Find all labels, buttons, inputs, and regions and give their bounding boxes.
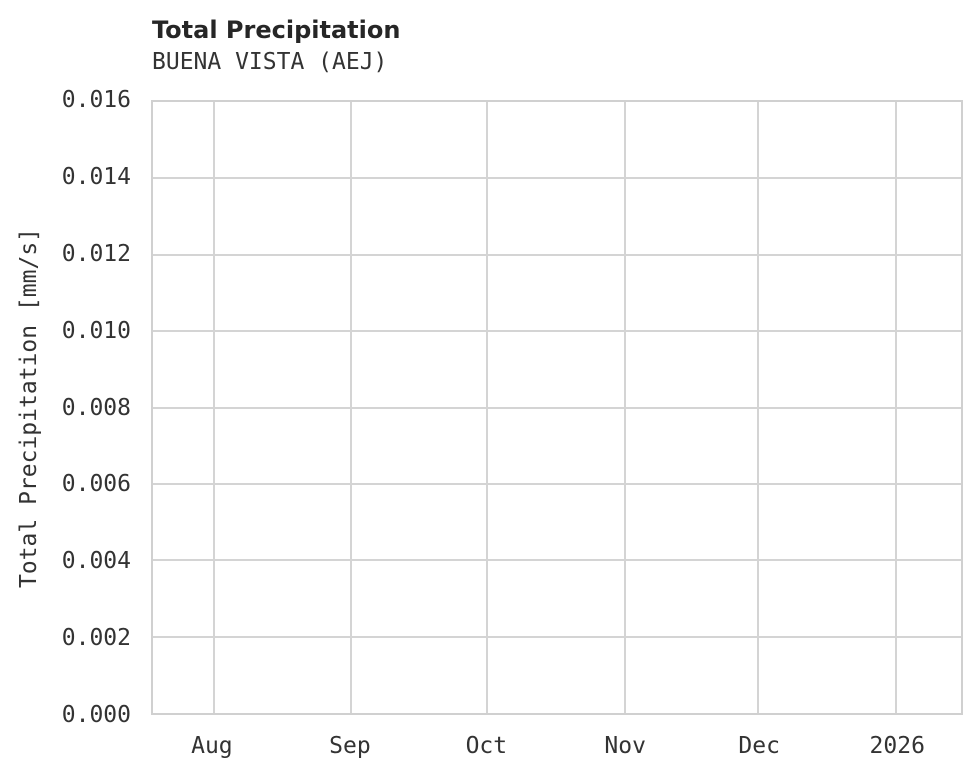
y-axis-label: Total Precipitation [mm/s] [16, 227, 42, 589]
y-tick-label: 0.016 [61, 87, 131, 113]
y-tick-label: 0.000 [61, 702, 131, 728]
x-tick-label: Aug [191, 733, 233, 759]
y-gridline [153, 559, 961, 562]
chart-subtitle: BUENA VISTA (AEJ) [152, 49, 388, 75]
y-tick-label: 0.006 [61, 471, 131, 498]
y-tick-label: 0.002 [61, 625, 131, 652]
x-tick-label: Sep [329, 733, 371, 759]
x-tick-label: 2026 [869, 733, 925, 759]
plot-area [151, 100, 963, 715]
y-gridline [153, 330, 961, 333]
y-tick-label: 0.004 [61, 548, 131, 575]
x-tick-label: Nov [604, 733, 646, 759]
x-tick-label: Oct [465, 733, 508, 759]
y-gridline [153, 406, 961, 409]
y-gridline [153, 253, 961, 256]
y-gridline [153, 177, 961, 180]
chart-title: Total Precipitation [152, 16, 401, 44]
y-gridline [153, 482, 961, 485]
y-tick-label: 0.012 [61, 240, 131, 267]
x-tick-label: Dec [738, 733, 780, 759]
y-tick-label: 0.010 [61, 317, 131, 344]
y-tick-label: 0.008 [61, 394, 131, 421]
y-gridline [153, 635, 961, 638]
y-tick-label: 0.014 [61, 163, 131, 190]
